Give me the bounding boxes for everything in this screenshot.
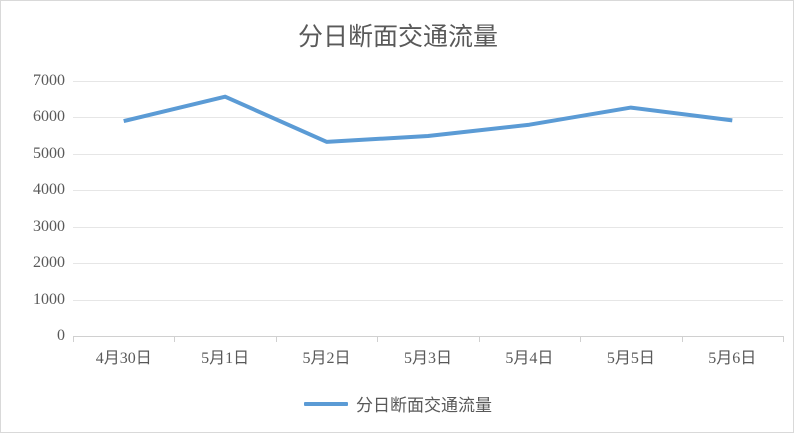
- y-axis-tick-label: 7000: [33, 72, 65, 89]
- x-axis-tick-label: 5月3日: [403, 350, 453, 367]
- gridline: [73, 226, 783, 228]
- series-line-分日断面交通流量: [123, 94, 733, 144]
- chart-legend: 分日断面交通流量: [1, 391, 793, 416]
- y-axis-tick-label: 0: [57, 327, 65, 344]
- x-axis-tick: [681, 336, 683, 342]
- x-axis-labels: 4月30日 5月1日 5月2日 5月3日 5月4日 5月5日 5月6日: [73, 344, 783, 372]
- x-axis-tick-label: 5月5日: [606, 350, 655, 367]
- x-axis-tick: [377, 336, 379, 342]
- legend-label: 分日断面交通流量: [356, 396, 492, 415]
- gridline: [73, 117, 783, 119]
- x-axis-tick: [275, 336, 277, 342]
- gridline: [73, 153, 783, 155]
- y-axis-labels: 0 1000 2000 3000 4000 5000 6000 7000: [1, 72, 65, 344]
- legend-swatch-icon: [304, 401, 348, 406]
- x-axis-tick: [73, 336, 74, 342]
- y-axis-tick-label: 3000: [33, 217, 65, 235]
- y-axis-tick-label: 6000: [33, 108, 65, 126]
- chart-title: 分日断面交通流量: [297, 24, 498, 51]
- x-axis-tick: [478, 336, 480, 342]
- x-axis-tick-label: 5月2日: [302, 350, 351, 367]
- y-axis-tick-label: 2000: [33, 254, 65, 272]
- y-axis-tick-label: 4000: [33, 181, 65, 199]
- x-axis-tick: [580, 336, 582, 342]
- y-axis-tick-label: 5000: [33, 144, 65, 162]
- y-axis-tick-label: 1000: [33, 290, 65, 308]
- gridline: [73, 190, 783, 192]
- plot-area: [73, 81, 783, 337]
- x-axis-tick: [783, 336, 784, 342]
- gridline: [73, 81, 783, 82]
- gridline: [73, 263, 783, 265]
- series-line-chart: [123, 94, 733, 144]
- x-axis-tick-label: 5月1日: [201, 350, 250, 367]
- x-axis-line: [73, 336, 783, 337]
- gridline: [73, 299, 783, 301]
- x-axis-tick: [174, 336, 176, 342]
- x-axis-tick-label: 5月4日: [505, 350, 554, 367]
- x-axis-tick-label: 5月6日: [708, 350, 757, 367]
- x-axis-tick-label: 4月30日: [95, 350, 152, 367]
